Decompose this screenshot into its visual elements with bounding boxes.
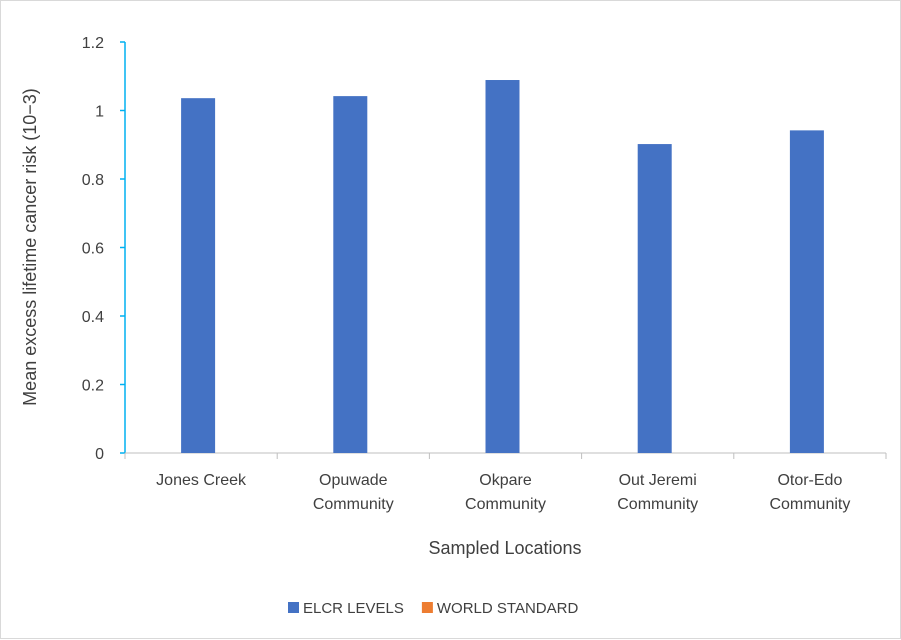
legend-swatch [288, 602, 299, 613]
legend: ELCR LEVELS WORLD STANDARD [288, 600, 578, 617]
y-tick-label: 0.8 [82, 172, 104, 189]
x-axis-title: Sampled Locations [428, 538, 581, 558]
bar [333, 96, 368, 454]
y-axis: 0 0.2 0.4 0.6 0.8 1 1.2 [82, 35, 126, 463]
legend-label: ELCR LEVELS [303, 600, 404, 617]
y-tick-label: 1 [95, 104, 104, 121]
x-tick-label: Okpare Community [465, 472, 546, 513]
y-axis-title: Mean excess lifetime cancer risk (10−3) [20, 88, 40, 406]
x-tick-label: Opuwade Community [313, 472, 394, 513]
legend-label: WORLD STANDARD [437, 600, 579, 617]
y-tick-label: 0.6 [82, 241, 104, 258]
y-tick-label: 1.2 [82, 35, 104, 52]
y-tick-label: 0.2 [82, 378, 104, 395]
bar [789, 130, 824, 454]
bar [181, 98, 216, 454]
bars [181, 80, 824, 454]
x-tick-label: Out Jeremi Community [617, 472, 698, 513]
bar [485, 80, 520, 453]
bar [637, 144, 672, 453]
y-tick-label: 0 [95, 446, 104, 463]
x-axis: Jones Creek Opuwade Community Okpare Communi… [124, 452, 887, 513]
y-tick-label: 0.4 [82, 309, 104, 326]
x-tick-label: Jones Creek [156, 472, 247, 489]
x-tick-label: Otor-Edo Community [769, 472, 850, 513]
legend-swatch [421, 602, 433, 613]
